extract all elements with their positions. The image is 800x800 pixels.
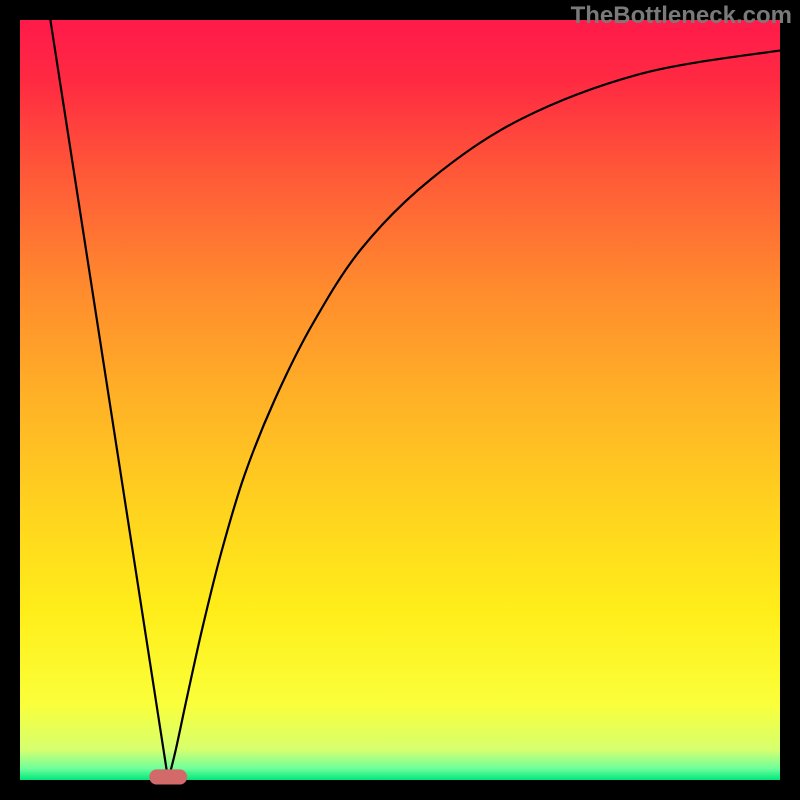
bottleneck-chart: TheBottleneck.com xyxy=(0,0,800,800)
plot-background xyxy=(20,20,780,780)
optimal-point-marker xyxy=(149,769,187,784)
chart-svg xyxy=(0,0,800,800)
watermark-text: TheBottleneck.com xyxy=(571,2,792,30)
